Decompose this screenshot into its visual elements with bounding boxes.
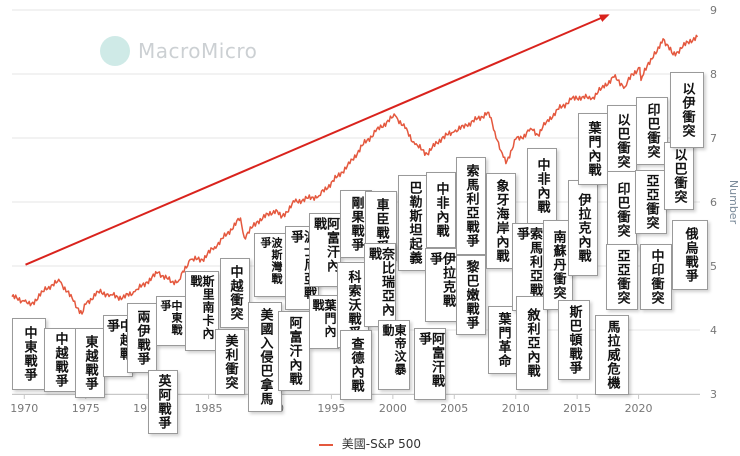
y-tick-label-5: 8: [710, 68, 717, 81]
event-label-39: 印巴衝突: [636, 97, 668, 165]
trend-arrow: [25, 14, 610, 266]
event-label-8: 中越衝突: [220, 258, 250, 328]
event-label-32: 敘利亞內戰: [516, 296, 548, 390]
y-tick-label-1: 4: [710, 324, 717, 337]
x-tick-label-3: 1985: [195, 402, 223, 415]
event-label-20: 查德內戰: [340, 330, 372, 400]
event-label-37: 以巴衝突: [607, 105, 637, 177]
x-tick-label-8: 2010: [502, 402, 530, 415]
event-label-38: 馬拉威危機: [595, 315, 629, 395]
event-label-11: 美國入侵巴拿馬: [248, 302, 282, 412]
event-label-29: 葉門革命: [488, 306, 518, 374]
x-tick-label-0: 1970: [10, 402, 38, 415]
event-label-46: 俄烏戰爭: [672, 220, 708, 290]
event-label-45: 中印衝突: [640, 244, 672, 310]
event-label-44: 以伊衝突: [670, 72, 704, 148]
event-label-0: 中東戰爭: [12, 318, 46, 390]
event-label-2: 東越戰爭: [75, 328, 105, 398]
y-tick-label-0: 3: [710, 388, 717, 401]
event-label-35: 斯巴頓戰爭: [558, 300, 590, 380]
event-label-9: 美利衝突: [215, 329, 245, 395]
watermark-text: MacroMicro: [138, 39, 258, 63]
event-label-43: 以巴衝突: [664, 142, 694, 210]
event-label-23: 中非內戰: [426, 172, 456, 248]
event-label-19: 奈比瑞亞內戰: [364, 243, 396, 327]
event-label-30: 中非內戰: [527, 148, 557, 224]
event-label-40: 印巴衝突: [607, 171, 637, 249]
x-tick-label-7: 2005: [440, 402, 468, 415]
event-label-6: 英阿戰爭: [148, 370, 178, 434]
y-axis-title: Number: [727, 180, 740, 225]
event-label-1: 中越戰爭: [44, 328, 76, 392]
x-tick-label-9: 2015: [563, 402, 591, 415]
event-label-4: 兩伊戰爭: [127, 303, 157, 373]
event-label-28: 象牙海岸內戰: [486, 173, 516, 269]
event-label-42: 亞亞衝突: [606, 244, 638, 310]
event-label-41: 亞亞衝突: [635, 170, 667, 234]
legend[interactable]: 美國-S&P 500: [0, 435, 740, 452]
event-label-24: 伊拉克戰爭: [425, 248, 457, 322]
x-tick-label-10: 2020: [625, 402, 653, 415]
event-label-36: 葉門內戰: [578, 113, 608, 185]
y-tick-label-4: 7: [710, 132, 717, 145]
event-label-13: 阿富汗內戰: [278, 311, 310, 391]
event-label-22: 東帝汶暴動: [378, 320, 410, 390]
x-tick-label-6: 2000: [379, 402, 407, 415]
event-label-15: 葉門內戰: [309, 295, 339, 349]
x-tick-label-5: 1995: [317, 402, 345, 415]
event-label-5: 中東戰爭: [156, 296, 186, 346]
event-label-10: 波斯灣戰爭: [254, 233, 288, 297]
macromicro-watermark: MacroMicro: [100, 36, 257, 66]
event-label-26: 索馬利亞戰爭: [456, 157, 486, 255]
series-line-sp500: [11, 34, 699, 315]
y-tick-label-3: 6: [710, 196, 717, 209]
event-label-14: 阿富汗內戰: [309, 213, 341, 287]
y-tick-label-2: 5: [710, 260, 717, 273]
event-label-27: 黎巴嫩戰爭: [456, 255, 486, 335]
x-tick-label-1: 1975: [72, 402, 100, 415]
event-label-34: 伊拉克內戰: [568, 180, 598, 276]
macromicro-logo-icon: [100, 36, 130, 66]
event-label-25: 阿富汗戰爭: [414, 328, 446, 400]
legend-swatch-icon: [318, 443, 333, 446]
event-label-7: 斯里南卡內戰: [185, 271, 219, 351]
legend-label: 美國-S&P 500: [341, 437, 422, 451]
y-tick-label-6: 9: [710, 4, 717, 17]
